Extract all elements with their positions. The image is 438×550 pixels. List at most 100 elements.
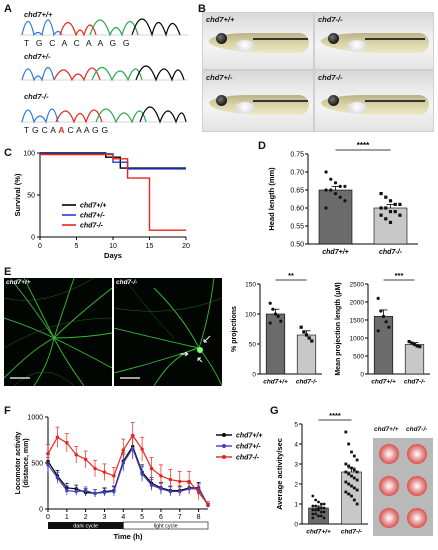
data-point — [268, 301, 272, 305]
x-tick-label: 8 — [197, 514, 201, 521]
data-point — [310, 339, 314, 343]
y-tick-label: 5 — [294, 422, 298, 429]
data-point — [319, 506, 323, 510]
data-point — [178, 479, 182, 484]
x-tick-label: 7 — [178, 514, 182, 521]
data-point — [74, 489, 78, 494]
legend-label: chd7-/- — [236, 455, 260, 462]
legend-label: chd7+/- — [80, 213, 105, 220]
series-line — [47, 434, 209, 505]
data-point — [74, 453, 78, 457]
data-point — [344, 430, 348, 434]
data-point — [279, 319, 283, 323]
legend-marker — [222, 455, 226, 459]
data-point — [384, 195, 388, 199]
sequence-mutant: T G C A A C A A G G — [24, 125, 109, 135]
data-point — [350, 450, 353, 454]
x-tick-label: chd7+/+ — [322, 249, 348, 256]
panel-letter-b: B — [198, 3, 206, 15]
neuron-projections-mut — [114, 278, 222, 386]
data-point — [304, 333, 309, 337]
data-point — [344, 490, 348, 494]
data-point — [311, 516, 315, 520]
data-point — [149, 483, 154, 487]
projection-length-chart: 0 500 1000 1500 2000 2500 Mean projection leng… — [335, 271, 430, 386]
data-point — [393, 210, 397, 214]
data-point — [329, 177, 333, 181]
y-tick-label: 1 — [294, 502, 298, 509]
data-point — [319, 502, 323, 506]
activity-chart: 0 1 2 3 4 5 Average activity/sec chd7+/+ chd7-/-… — [275, 411, 368, 536]
neuron-projections-wt — [4, 278, 112, 386]
sequence-wt: T G C A C A A G G — [24, 38, 132, 48]
data-point — [379, 213, 383, 217]
data-point — [352, 486, 356, 490]
data-point — [322, 516, 326, 520]
data-point — [398, 213, 402, 217]
data-point — [329, 188, 333, 192]
significance-label: **** — [329, 411, 341, 420]
y-tick-label: 100 — [245, 312, 256, 319]
y-axis-label-line: Locomotor activity — [15, 432, 22, 495]
data-point — [410, 341, 414, 345]
x-tick-label: 2 — [84, 514, 88, 521]
data-point — [311, 512, 315, 516]
data-point — [350, 494, 353, 498]
data-point — [121, 461, 125, 465]
data-point — [302, 330, 306, 334]
x-tick-label: 5 — [75, 243, 79, 250]
data-point — [355, 470, 359, 474]
data-point — [384, 217, 388, 221]
data-point — [398, 202, 402, 206]
data-point — [415, 344, 419, 348]
x-tick-label: chd7-/- — [341, 529, 362, 536]
panel-letter-a: A — [4, 3, 12, 15]
data-point — [65, 441, 69, 445]
data-point — [299, 325, 303, 329]
data-point — [319, 510, 323, 514]
data-point — [407, 340, 411, 344]
y-tick-label: 50 — [249, 342, 257, 349]
locomotor-chart: 0 500 1000 0 1 2 3 4 5 6 7 8 dark cycle light cycle Ti… — [15, 415, 262, 542]
projections-percent-chart: 0 50 100 150 % projections chd7+/+ chd7-/- ** — [231, 271, 322, 386]
data-point — [317, 500, 320, 504]
bar — [373, 207, 408, 245]
y-axis-label-unit: (distance, mm) — [23, 438, 30, 487]
y-tick-label: 100 — [23, 151, 35, 158]
y-tick-label: 0.55 — [290, 224, 304, 231]
light-cycle-label: light cycle — [154, 524, 178, 530]
data-point — [352, 468, 356, 472]
bar — [404, 344, 425, 375]
data-point — [314, 498, 318, 502]
y-tick-label: 0.70 — [290, 170, 304, 177]
data-point — [159, 474, 163, 478]
data-point — [102, 490, 107, 495]
data-point — [311, 504, 315, 508]
data-point — [350, 484, 353, 488]
x-tick-label: 4 — [121, 514, 125, 521]
data-point — [307, 336, 311, 340]
data-point — [347, 472, 351, 476]
well — [379, 476, 399, 496]
panel-letter-g: G — [270, 405, 279, 417]
data-point — [347, 464, 351, 468]
data-point — [343, 199, 347, 203]
significance-label: **** — [357, 141, 370, 150]
data-point — [324, 206, 328, 210]
data-point — [121, 448, 125, 452]
mutation-base: A — [58, 125, 65, 135]
y-tick-label: 500 — [31, 461, 43, 468]
x-tick-label: chd7-/- — [404, 379, 425, 386]
neuron-image-wt: chd7+/+ — [4, 278, 112, 386]
data-point — [324, 170, 328, 174]
bar — [318, 189, 353, 245]
series-line — [40, 153, 186, 231]
data-point — [344, 470, 348, 474]
data-point — [347, 442, 351, 446]
neuron-label-wt: chd7+/+ — [6, 279, 31, 286]
data-point — [317, 506, 320, 510]
data-point — [376, 296, 380, 300]
panel-letter-f: F — [4, 405, 11, 417]
y-tick-label: 4 — [294, 442, 298, 449]
data-point — [350, 474, 353, 478]
